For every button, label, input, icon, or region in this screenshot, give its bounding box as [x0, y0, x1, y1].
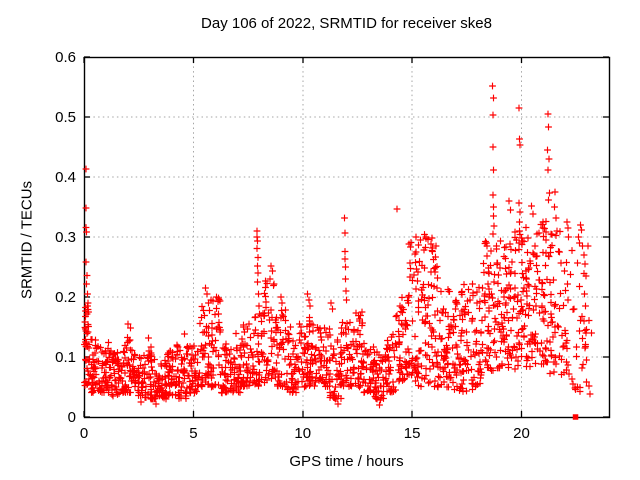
- flag-square-marker: [572, 414, 579, 420]
- y-tick-label: 0.3: [55, 229, 76, 246]
- chart-title: Day 106 of 2022, SRMTID for receiver ske…: [201, 15, 492, 32]
- y-tick-label: 0: [67, 409, 76, 426]
- y-tick-label: 0.2: [55, 289, 76, 306]
- y-tick-label: 0.5: [55, 109, 76, 126]
- y-tick-label: 0.6: [55, 49, 76, 66]
- x-tick-label: 20: [513, 425, 530, 442]
- x-tick-label: 5: [189, 425, 198, 442]
- y-tick-label: 0.1: [55, 349, 76, 366]
- scatter-points: [81, 82, 595, 409]
- x-axis-label: GPS time / hours: [289, 453, 404, 470]
- axis-ticks: [83, 56, 609, 418]
- x-tick-label: 10: [294, 425, 312, 442]
- y-tick-label: 0.4: [55, 169, 76, 186]
- x-tick-label: 0: [79, 425, 89, 442]
- x-tick-label: 15: [403, 425, 421, 442]
